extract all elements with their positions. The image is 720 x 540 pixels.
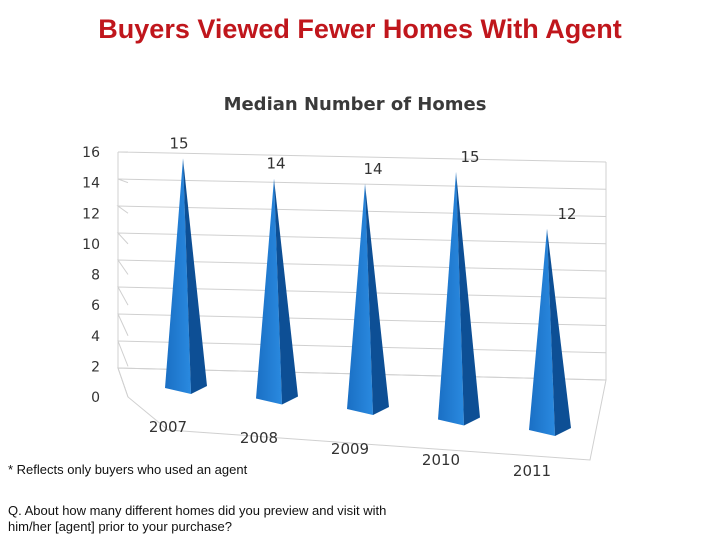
pyramid-face-right bbox=[547, 228, 571, 436]
gridline bbox=[117, 178, 607, 190]
y-tick-label: 2 bbox=[91, 359, 100, 375]
data-label: 14 bbox=[266, 155, 285, 173]
y-axis-ticks: 0 2 4 6 8 10 12 14 16 bbox=[82, 145, 100, 406]
data-label: 12 bbox=[557, 205, 576, 223]
y-tick-label: 0 bbox=[91, 390, 100, 406]
pyramid-face-right bbox=[274, 178, 298, 405]
gridline bbox=[117, 151, 607, 163]
y-tick-label: 10 bbox=[82, 237, 100, 253]
gridline bbox=[117, 286, 607, 306]
x-category-label: 2011 bbox=[513, 462, 551, 480]
pyramid-face-left bbox=[438, 171, 464, 426]
pyramid-face-left bbox=[165, 158, 191, 394]
pyramid-face-left bbox=[256, 178, 282, 405]
survey-question: Q. About how many different homes did yo… bbox=[8, 503, 387, 534]
chart-title: Median Number of Homes bbox=[223, 94, 487, 115]
y-tick-label: 6 bbox=[91, 298, 100, 314]
pyramids bbox=[165, 158, 571, 436]
y-tick-label: 14 bbox=[82, 176, 100, 192]
data-label: 15 bbox=[460, 148, 479, 166]
data-label: 15 bbox=[169, 134, 188, 152]
y-tick-label: 4 bbox=[91, 329, 100, 345]
x-category-label: 2010 bbox=[422, 451, 460, 469]
x-category-label: 2007 bbox=[149, 418, 187, 436]
x-category-label: 2009 bbox=[331, 440, 369, 458]
pyramid-face-left bbox=[529, 228, 555, 436]
gridline bbox=[117, 313, 607, 336]
x-category-label: 2008 bbox=[240, 429, 278, 447]
gridline bbox=[116, 205, 607, 217]
pyramid-face-right bbox=[183, 158, 207, 394]
gridline bbox=[116, 232, 607, 245]
x-axis-categories: 2007 2008 2009 2010 2011 bbox=[149, 418, 551, 480]
footnote: * Reflects only buyers who used an agent bbox=[8, 462, 248, 477]
y-tick-label: 8 bbox=[91, 268, 100, 284]
pyramid-face-left bbox=[347, 183, 373, 415]
pyramid-face-right bbox=[456, 171, 480, 426]
data-label: 14 bbox=[363, 160, 382, 178]
data-labels: 15 14 14 15 12 bbox=[169, 134, 576, 222]
y-tick-label: 16 bbox=[82, 145, 100, 161]
pyramid-face-right bbox=[365, 183, 389, 415]
y-tick-label: 12 bbox=[82, 206, 100, 222]
slide-title: Buyers Viewed Fewer Homes With Agent bbox=[98, 14, 622, 44]
gridline bbox=[117, 259, 607, 275]
